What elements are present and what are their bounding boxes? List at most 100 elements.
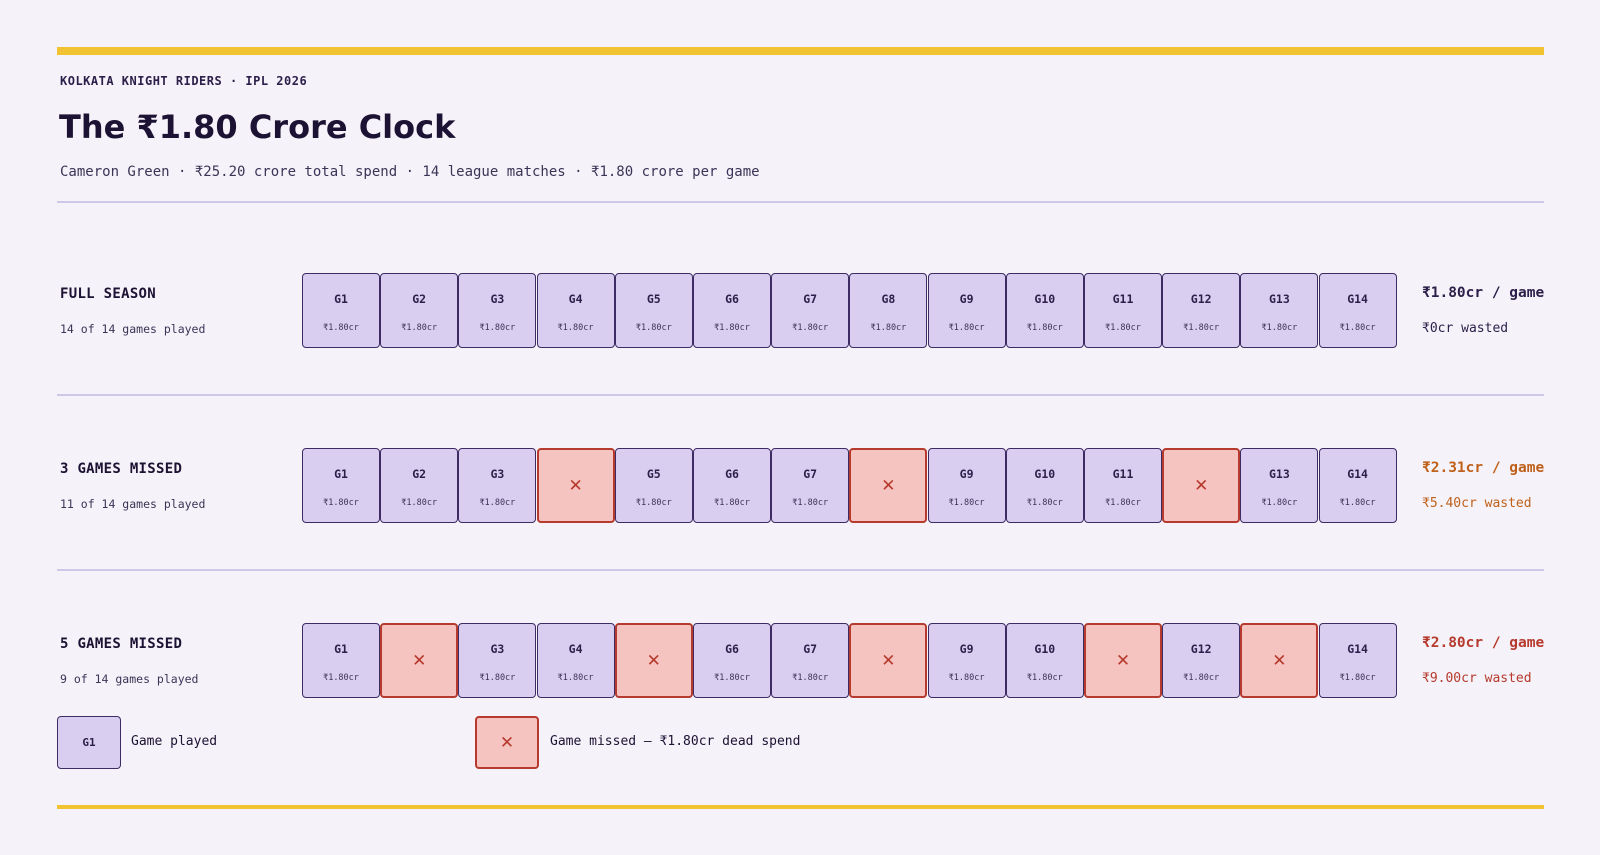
- game-tile-missed: ✕: [614, 623, 693, 698]
- close-icon: ✕: [412, 650, 427, 671]
- game-tile-played: G10 ₹1.80cr: [1005, 273, 1084, 348]
- game-tile-played: G9 ₹1.80cr: [927, 623, 1006, 698]
- game-tile-played: G2 ₹1.80cr: [380, 448, 459, 523]
- game-tile-played: G14 ₹1.80cr: [1318, 623, 1397, 698]
- game-tile-played: G13 ₹1.80cr: [1240, 273, 1319, 348]
- game-number: G3: [490, 642, 505, 656]
- game-number: G1: [334, 292, 348, 306]
- game-number: G11: [1112, 292, 1134, 306]
- game-number: G1: [334, 467, 348, 481]
- game-tile-played: G1 ₹1.80cr: [302, 448, 380, 523]
- game-cost: ₹1.80cr: [1261, 323, 1298, 333]
- game-tile-played: G12 ₹1.80cr: [1162, 273, 1241, 348]
- game-number: G12: [1190, 642, 1212, 656]
- game-cost: ₹1.80cr: [323, 323, 359, 333]
- game-number: G6: [725, 642, 739, 656]
- game-tile-played: G7 ₹1.80cr: [771, 273, 850, 348]
- scenario-label: FULL SEASON: [60, 286, 157, 302]
- cost-per-game: ₹2.31cr / game: [1422, 460, 1545, 476]
- game-cost: ₹1.80cr: [401, 323, 438, 333]
- game-tile-played: G3 ₹1.80cr: [458, 448, 537, 523]
- game-cost: ₹1.80cr: [1105, 498, 1141, 508]
- game-tile-played: G1 ₹1.80cr: [302, 273, 380, 348]
- game-number: G2: [412, 292, 427, 306]
- team-season-eyebrow: KOLKATA KNIGHT RIDERS · IPL 2026: [60, 74, 308, 88]
- scenario-games-played: 11 of 14 games played: [60, 497, 206, 511]
- game-tile-played: G6 ₹1.80cr: [693, 273, 771, 348]
- wasted-spend: ₹0cr wasted: [1422, 321, 1509, 336]
- game-tile-played: G5 ₹1.80cr: [614, 448, 693, 523]
- game-tile-missed: ✕: [1084, 623, 1162, 698]
- game-tile-missed: ✕: [1162, 448, 1241, 523]
- game-number: G3: [490, 467, 505, 481]
- game-number: G7: [803, 642, 818, 656]
- scenario-label: 3 GAMES MISSED: [60, 461, 183, 477]
- game-tile-played: G13 ₹1.80cr: [1240, 448, 1319, 523]
- game-number: G6: [725, 292, 739, 306]
- game-tile-played: G8 ₹1.80cr: [849, 273, 928, 348]
- game-cost: ₹1.80cr: [714, 673, 750, 683]
- game-number: G5: [646, 292, 661, 306]
- game-tile-played: G3 ₹1.80cr: [458, 623, 537, 698]
- game-number: G9: [959, 642, 974, 656]
- game-tile-missed: ✕: [380, 623, 459, 698]
- game-cost: ₹1.80cr: [1183, 673, 1220, 683]
- row-divider: [57, 394, 1544, 396]
- game-cost: ₹1.80cr: [635, 323, 672, 333]
- legend-missed-label: Game missed — ₹1.80cr dead spend: [550, 734, 801, 749]
- game-number: G5: [646, 467, 661, 481]
- game-tile-missed: ✕: [536, 448, 615, 523]
- game-number: G13: [1269, 292, 1290, 306]
- game-cost: ₹1.80cr: [714, 323, 750, 333]
- scenario-row-3-missed: 3 GAMES MISSED 11 of 14 games played G1 ₹…: [0, 448, 1600, 524]
- close-icon: ✕: [1194, 475, 1209, 496]
- game-cost: ₹1.80cr: [948, 498, 985, 508]
- game-cost: ₹1.80cr: [557, 323, 594, 333]
- game-number: G14: [1347, 642, 1368, 656]
- game-number: G10: [1034, 292, 1056, 306]
- close-icon: ✕: [1115, 650, 1131, 671]
- game-number: G12: [1190, 292, 1212, 306]
- game-cost: ₹1.80cr: [479, 673, 516, 683]
- game-cost: ₹1.80cr: [479, 498, 516, 508]
- game-number: G3: [490, 292, 505, 306]
- close-icon: ✕: [881, 475, 896, 496]
- wasted-spend: ₹5.40cr wasted: [1422, 496, 1532, 511]
- game-tile-played: G4 ₹1.80cr: [536, 273, 615, 348]
- game-cost: ₹1.80cr: [1183, 323, 1220, 333]
- game-cost: ₹1.80cr: [714, 498, 750, 508]
- game-tiles: G1 ₹1.80cr G2 ₹1.80cr G3 ₹1.80cr G4 ₹1.80cr G5 ₹1…: [302, 273, 1398, 349]
- game-tile-played: G11 ₹1.80cr: [1084, 273, 1162, 348]
- close-icon: ✕: [499, 732, 515, 753]
- legend-played-label: Game played: [131, 734, 218, 749]
- game-number: G11: [1112, 467, 1134, 481]
- game-number: G14: [1347, 292, 1368, 306]
- scenario-row-full-season: FULL SEASON 14 of 14 games played G1 ₹1.8…: [0, 273, 1600, 349]
- game-cost: ₹1.80cr: [948, 673, 985, 683]
- game-cost: ₹1.80cr: [792, 323, 829, 333]
- page-subtitle: Cameron Green · ₹25.20 crore total spend…: [60, 164, 760, 180]
- scenario-label: 5 GAMES MISSED: [60, 636, 183, 652]
- game-cost: ₹1.80cr: [401, 498, 438, 508]
- game-tile-played: G2 ₹1.80cr: [380, 273, 459, 348]
- game-cost: ₹1.80cr: [1261, 498, 1298, 508]
- cost-per-game: ₹1.80cr / game: [1422, 285, 1545, 301]
- game-tile-played: G7 ₹1.80cr: [771, 623, 850, 698]
- scenario-games-played: 14 of 14 games played: [60, 322, 206, 336]
- game-number: G7: [803, 467, 818, 481]
- header-divider: [57, 201, 1544, 203]
- cost-per-game: ₹2.80cr / game: [1422, 635, 1545, 651]
- game-number: G6: [725, 467, 739, 481]
- game-number: G4: [568, 642, 583, 656]
- bottom-gold-rule: [57, 805, 1544, 809]
- legend-missed-swatch: ✕: [475, 716, 539, 769]
- game-number: G10: [1034, 642, 1056, 656]
- game-cost: ₹1.80cr: [1339, 673, 1376, 683]
- game-number: G8: [881, 292, 896, 306]
- game-tile-played: G7 ₹1.80cr: [771, 448, 850, 523]
- close-icon: ✕: [1272, 650, 1287, 671]
- game-cost: ₹1.80cr: [1026, 673, 1063, 683]
- game-number: G9: [959, 467, 974, 481]
- legend-played-game: G1: [82, 736, 96, 749]
- game-tile-played: G4 ₹1.80cr: [536, 623, 615, 698]
